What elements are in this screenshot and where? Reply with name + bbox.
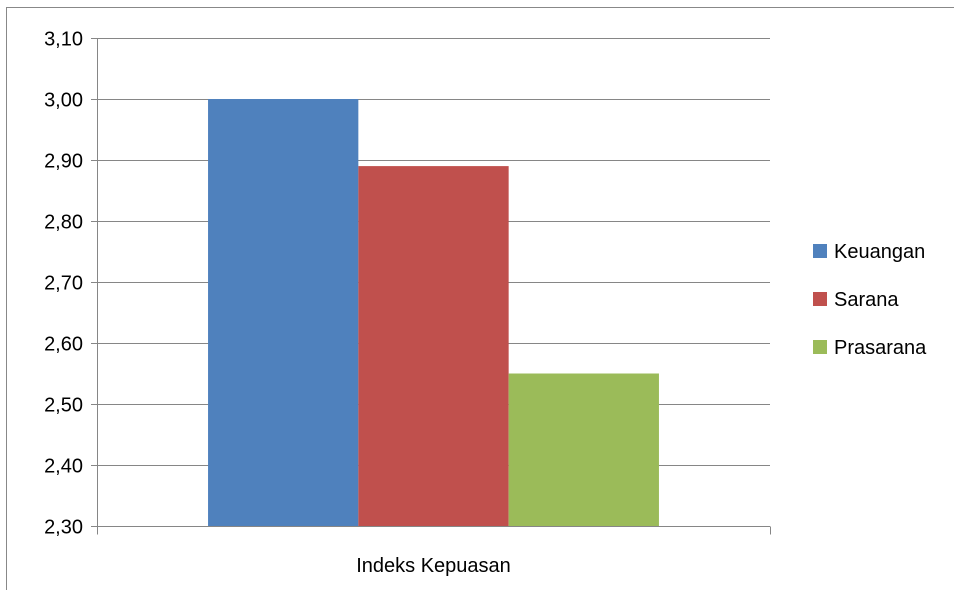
x-category-label: Indeks Kepuasan [356, 555, 511, 577]
legend-swatch [813, 292, 827, 306]
tick-labels: 2,30 2,40 2,50 2,60 2,70 2,80 2,90 3,00 3,10 Inde… [44, 29, 511, 578]
y-tick-label: 2,90 [44, 151, 83, 173]
legend-swatch [813, 340, 827, 354]
legend-label: Sarana [834, 289, 899, 311]
y-tick-label: 2,60 [44, 334, 83, 356]
y-tick-label: 2,30 [44, 517, 83, 539]
bar-prasarana [508, 373, 659, 526]
y-tick-label: 2,40 [44, 456, 83, 478]
bar-sarana [358, 166, 509, 526]
y-tick-label: 3,10 [44, 29, 83, 51]
legend-label: Keuangan [834, 241, 925, 263]
y-tick-label: 2,50 [44, 395, 83, 417]
bar-keuangan [208, 99, 359, 526]
legend: Keuangan Sarana Prasarana [813, 241, 927, 359]
axes [91, 38, 771, 535]
legend-label: Prasarana [834, 337, 927, 359]
bars [208, 99, 659, 526]
y-tick-label: 2,70 [44, 273, 83, 295]
y-tick-label: 3,00 [44, 90, 83, 112]
y-tick-label: 2,80 [44, 212, 83, 234]
legend-swatch [813, 244, 827, 258]
